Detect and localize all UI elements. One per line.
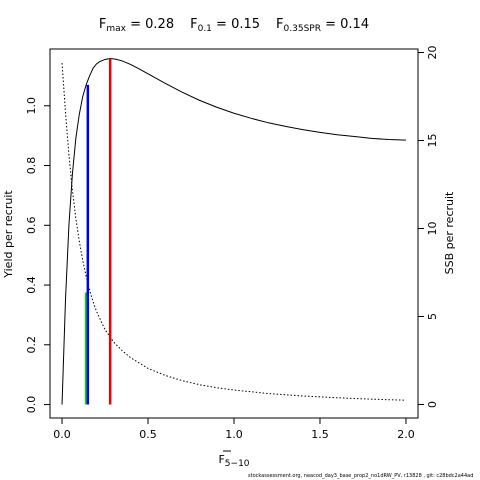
x-axis: 0.0 0.5 1.0 1.5 2.0 bbox=[53, 418, 415, 441]
y-right-tick-label: 10 bbox=[426, 221, 439, 235]
y-right-tick-label: 0 bbox=[426, 401, 439, 408]
y-axis-right: 0 5 10 15 20 bbox=[418, 46, 439, 408]
title-fmax-value: 0.28 bbox=[145, 17, 174, 32]
footer-note: stockassessment.org, neacod_day3_base_pr… bbox=[248, 473, 474, 479]
x-tick-label: 0.0 bbox=[53, 428, 71, 441]
title-f01-value: 0.15 bbox=[231, 17, 260, 32]
y-left-tick-label: 0.8 bbox=[25, 157, 38, 175]
x-tick-label: 1.0 bbox=[225, 428, 243, 441]
y-right-tick-label: 15 bbox=[426, 134, 439, 148]
title-fspr-value: 0.14 bbox=[340, 17, 369, 32]
x-tick-label: 1.5 bbox=[311, 428, 329, 441]
y-left-tick-label: 0.4 bbox=[25, 276, 38, 294]
x-tick-label: 0.5 bbox=[139, 428, 157, 441]
y-axis-right-title: SSB per recruit bbox=[443, 191, 456, 274]
y-axis-left: 0.0 0.2 0.4 0.6 0.8 1.0 bbox=[25, 97, 50, 413]
chart-title: Fmax = 0.28 F0.1 = 0.15 F0.35SPR = 0.14 bbox=[99, 17, 369, 34]
yield-per-recruit-line bbox=[61, 58, 406, 405]
title-fmax-label: F bbox=[99, 17, 106, 32]
reference-lines bbox=[84, 58, 112, 405]
ssb-per-recruit-line bbox=[61, 63, 406, 401]
y-axis-left-title: Yield per recruit bbox=[2, 190, 15, 279]
y-left-tick-label: 1.0 bbox=[25, 97, 38, 115]
x-tick-label: 2.0 bbox=[397, 428, 415, 441]
y-left-tick-label: 0.6 bbox=[25, 217, 38, 235]
x-axis-title: F5−10 bbox=[218, 453, 249, 469]
series-layer bbox=[61, 58, 406, 405]
y-left-tick-label: 0.0 bbox=[25, 396, 38, 414]
plot-frame bbox=[49, 48, 419, 419]
y-left-tick-label: 0.2 bbox=[25, 336, 38, 354]
y-right-tick-label: 20 bbox=[426, 46, 439, 60]
y-right-tick-label: 5 bbox=[426, 313, 439, 320]
